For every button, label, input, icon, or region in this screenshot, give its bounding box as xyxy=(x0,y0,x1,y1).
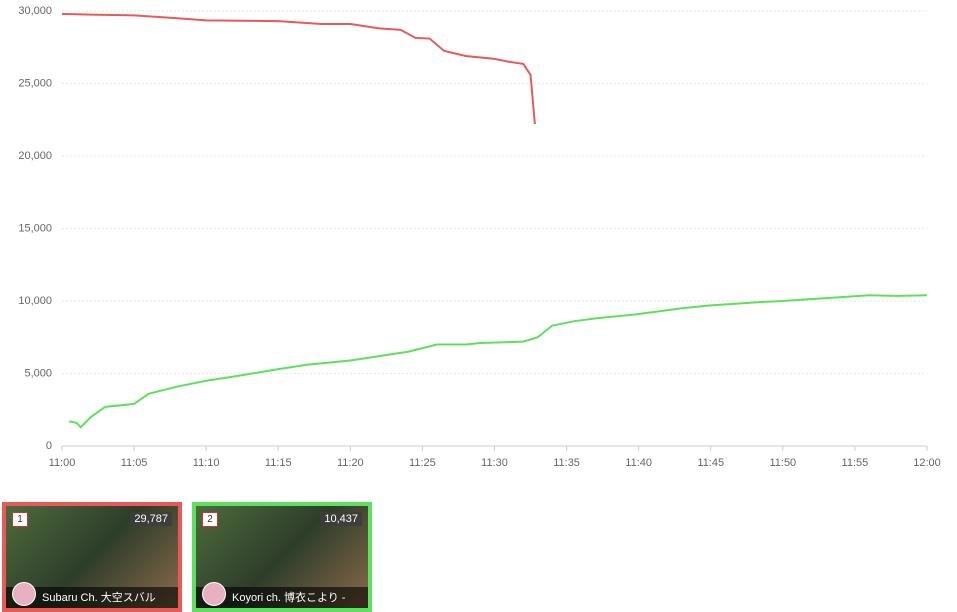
y-tick-label: 25,000 xyxy=(18,77,52,89)
x-tick-label: 11:05 xyxy=(121,457,148,469)
x-tick-label: 11:40 xyxy=(625,457,652,469)
chart: 0 5,000 10,000 15,000 20,000 25,000 30,000 11:0… xyxy=(18,5,941,469)
rank-badge: 2 xyxy=(202,512,218,527)
avatar xyxy=(202,582,226,606)
stream-card[interactable]: 2 10,437 Koyori ch. 博衣こより - xyxy=(192,502,372,612)
x-tick-label: 11:30 xyxy=(481,457,508,469)
avatar xyxy=(12,582,36,606)
rank-badge: 1 xyxy=(12,512,28,527)
y-tick-label: 20,000 xyxy=(18,150,52,162)
y-tick-label: 15,000 xyxy=(18,222,52,234)
x-tick-label: 11:55 xyxy=(842,457,869,469)
y-tick-label: 5,000 xyxy=(24,367,52,379)
x-tick-label: 11:50 xyxy=(769,457,796,469)
channel-name: Subaru Ch. 大空スバル xyxy=(6,587,178,608)
x-tick-label: 11:10 xyxy=(193,457,220,469)
viewer-count: 29,787 xyxy=(130,512,172,526)
x-tick-label: 11:15 xyxy=(265,457,292,469)
y-tick-label: 10,000 xyxy=(18,295,52,307)
viewer-count: 10,437 xyxy=(320,512,362,526)
y-tick-label: 0 xyxy=(46,440,52,452)
stream-card[interactable]: 1 29,787 Subaru Ch. 大空スバル xyxy=(2,502,182,612)
y-tick-label: 30,000 xyxy=(18,5,52,17)
channel-name: Koyori ch. 博衣こより - xyxy=(196,587,368,608)
x-tick-label: 11:25 xyxy=(409,457,436,469)
line-series xyxy=(69,294,928,429)
line-series xyxy=(61,12,536,125)
x-tick-label: 11:20 xyxy=(337,457,364,469)
x-tick-label: 11:35 xyxy=(553,457,580,469)
x-tick-label: 11:45 xyxy=(697,457,724,469)
x-tick-label: 12:00 xyxy=(913,457,941,469)
x-tick-label: 11:00 xyxy=(49,457,76,469)
